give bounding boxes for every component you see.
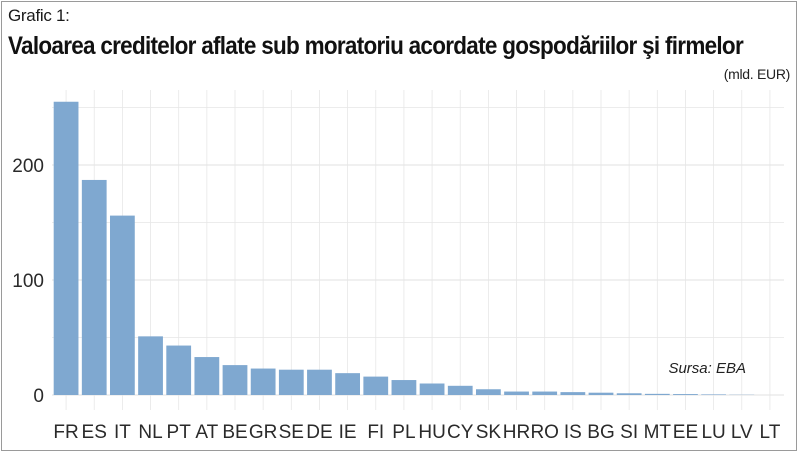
bar-lu: [701, 394, 727, 395]
bar-gr: [250, 368, 276, 395]
bar-ee: [673, 394, 698, 395]
x-tick-label-pt: PT: [167, 422, 192, 443]
chart-caption: Grafic 1:: [8, 6, 70, 25]
bar-it: [109, 215, 135, 395]
bar-at: [194, 357, 220, 395]
bar-hr: [504, 391, 529, 395]
bar-cy: [447, 385, 473, 395]
bar-bg: [588, 392, 614, 395]
x-tick-label-is: IS: [564, 422, 582, 443]
unit-label: (mld. EUR): [723, 66, 791, 82]
x-tick-label-se: SE: [279, 422, 304, 443]
x-tick-label-at: AT: [195, 422, 218, 443]
bar-fi: [363, 376, 389, 395]
y-axis-tick-labels: 0 100 200: [12, 156, 44, 407]
x-tick-label-lt: LT: [760, 422, 781, 443]
x-tick-label-it: IT: [114, 422, 131, 443]
y-tick-label: 0: [33, 386, 44, 407]
bar-is: [560, 392, 586, 395]
x-tick-label-lu: LU: [701, 422, 725, 443]
x-tick-label-ie: IE: [339, 422, 357, 443]
bar-hu: [419, 383, 445, 395]
x-tick-label-fr: FR: [53, 422, 78, 443]
bar-ro: [532, 391, 558, 395]
x-tick-label-sk: SK: [476, 422, 502, 443]
x-tick-label-be: BE: [222, 422, 247, 443]
gridlines: [52, 90, 784, 410]
bar-be: [222, 365, 248, 395]
bar-mt: [644, 393, 670, 395]
x-tick-label-lv: LV: [731, 422, 753, 443]
x-tick-label-hr: HR: [503, 422, 530, 443]
y-tick-label: 100: [12, 271, 44, 292]
bar-nl: [138, 336, 163, 395]
bar-si: [616, 393, 642, 395]
x-tick-label-mt: MT: [644, 422, 672, 443]
bars: [53, 101, 755, 395]
source-note: Sursa: EBA: [668, 360, 746, 377]
x-tick-label-cy: CY: [447, 422, 474, 443]
bar-es: [81, 179, 107, 395]
x-tick-label-de: DE: [306, 422, 332, 443]
bar-ie: [335, 373, 361, 395]
bar-pl: [391, 380, 417, 395]
bar-fr: [53, 101, 79, 395]
x-tick-label-nl: NL: [138, 422, 162, 443]
chart-title: Valoarea creditelor aflate sub moratoriu…: [8, 32, 744, 60]
bar-sk: [475, 389, 501, 395]
x-axis-tick-labels: FR ES IT NL PT AT BE GR SE DE IE FI PL HU CY SK HR RO IS BG…: [53, 422, 780, 443]
x-tick-label-pl: PL: [392, 422, 415, 443]
x-tick-label-ro: RO: [530, 422, 559, 443]
bar-de: [307, 369, 332, 395]
bar-se: [278, 369, 304, 395]
x-tick-label-ee: EE: [673, 422, 698, 443]
bar-pt: [166, 345, 192, 395]
y-tick-label: 200: [12, 156, 44, 177]
x-tick-label-es: ES: [82, 422, 107, 443]
x-tick-label-fi: FI: [367, 422, 384, 443]
x-tick-label-gr: GR: [249, 422, 278, 443]
x-tick-label-bg: BG: [587, 422, 614, 443]
x-tick-label-si: SI: [620, 422, 638, 443]
x-tick-label-hu: HU: [418, 422, 445, 443]
